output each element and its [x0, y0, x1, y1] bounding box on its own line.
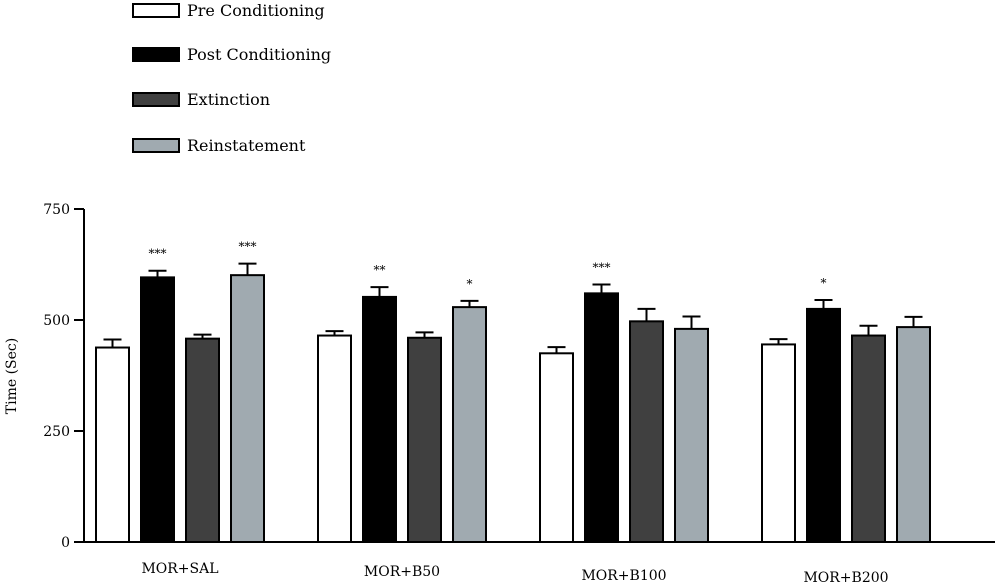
group-mor-b200: * MOR+B200	[761, 276, 931, 586]
legend-label: Reinstatement	[187, 136, 306, 155]
legend-label: Extinction	[187, 90, 270, 109]
bar-post-conditioning-mor-b50	[362, 295, 397, 543]
legend-item-pre-conditioning: Pre Conditioning	[132, 1, 325, 20]
y-axis-label: Time (Sec)	[4, 338, 20, 414]
bar-reinstatement-mor-b100	[674, 327, 709, 543]
legend-swatch	[132, 3, 180, 18]
bar-reinstatement-mor-b50	[452, 306, 487, 543]
bar-extinction-mor-sal	[185, 337, 220, 544]
significance-label: ***	[593, 260, 611, 274]
y-tick-label-250: 250	[43, 424, 70, 440]
legend-swatch	[132, 92, 180, 107]
bar-pre-conditioning-mor-sal	[95, 346, 130, 544]
significance-label: ***	[239, 240, 257, 254]
bar-post-conditioning-mor-b200	[806, 307, 841, 543]
bar-reinstatement-mor-b200	[896, 326, 931, 543]
x-tick-label-mor-b100: MOR+B100	[581, 568, 666, 584]
legend-item-post-conditioning: Post Conditioning	[132, 45, 331, 64]
bar-extinction-mor-b200	[851, 334, 886, 544]
bar-post-conditioning-mor-b100	[584, 292, 619, 543]
bar-extinction-mor-b100	[629, 320, 664, 543]
x-tick-label-mor-b200: MOR+B200	[803, 570, 888, 586]
significance-label: **	[374, 263, 386, 277]
legend-item-extinction: Extinction	[132, 90, 270, 109]
significance-label: *	[821, 276, 827, 290]
bars: ******MOR+SAL***MOR+B50***MOR+B100*MOR+B…	[95, 240, 931, 586]
legend-label: Pre Conditioning	[187, 1, 325, 20]
bar-pre-conditioning-mor-b100	[539, 352, 574, 543]
group-mor-sal: *** *** MOR+SAL	[95, 240, 265, 577]
bar-extinction-mor-b50	[407, 336, 442, 544]
group-mor-b50: ***MOR+B50	[317, 263, 487, 580]
bar-post-conditioning-mor-sal	[140, 276, 175, 543]
y-tick-label-500: 500	[43, 313, 70, 329]
bar-pre-conditioning-mor-b50	[317, 334, 352, 544]
legend-item-reinstatement: Reinstatement	[132, 136, 306, 155]
legend: Pre Conditioning Post Conditioning Extinct…	[132, 1, 331, 155]
x-tick-label-mor-sal: MOR+SAL	[141, 561, 218, 577]
bar-reinstatement-mor-sal	[230, 274, 265, 543]
y-tick-label-750: 750	[43, 202, 70, 218]
legend-swatch	[132, 138, 180, 153]
significance-label: ***	[149, 247, 167, 261]
bar-pre-conditioning-mor-b200	[761, 343, 796, 544]
y-tick-label-0: 0	[61, 535, 70, 551]
significance-label: *	[467, 277, 473, 291]
legend-swatch	[132, 47, 180, 62]
group-mor-b100: *** MOR+B100	[539, 260, 709, 584]
x-tick-label-mor-b50: MOR+B50	[364, 564, 440, 580]
legend-label: Post Conditioning	[187, 45, 331, 64]
